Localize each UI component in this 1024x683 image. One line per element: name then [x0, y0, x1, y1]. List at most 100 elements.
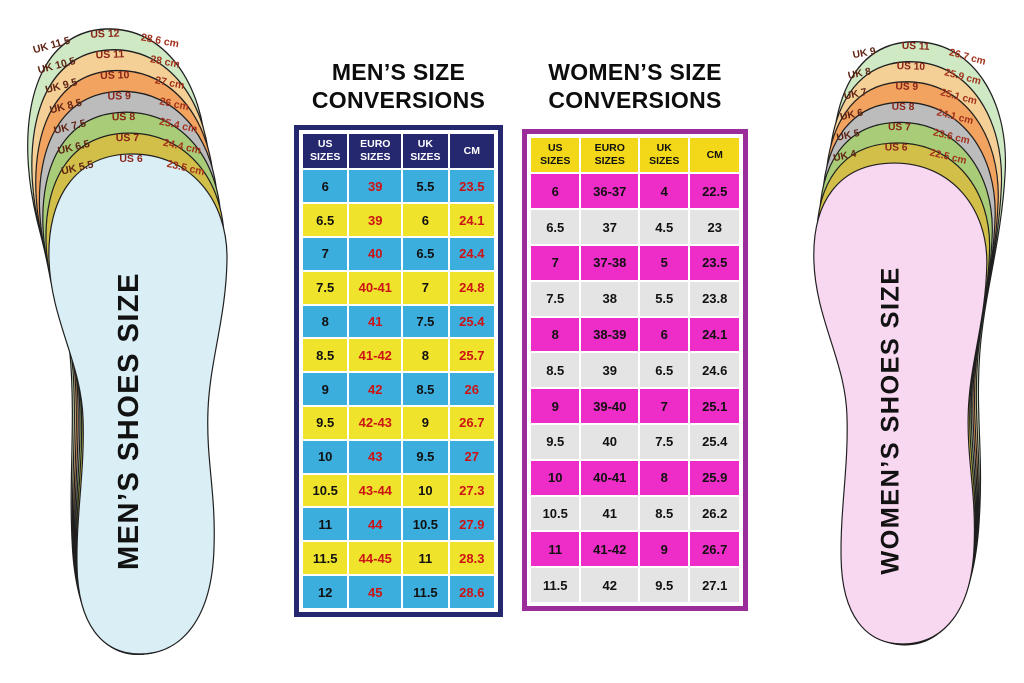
header-row: US SIZES EURO SIZES UK SIZES CM	[531, 138, 739, 173]
cm-size-label: 27 cm	[154, 74, 186, 92]
cm-cell: 24.8	[449, 271, 494, 304]
cm-header: CM	[690, 138, 739, 173]
uk-sizes-header: UK SIZES	[640, 138, 689, 173]
womens-title-line2: CONVERSIONS	[548, 87, 722, 114]
us-size-label: US 10	[100, 69, 130, 82]
us-size-cell: 9	[531, 389, 580, 424]
mens-shoes-size-label: MEN’S SHOES SIZE	[113, 272, 145, 570]
size-row: 10.5 43-44 10 27.3	[303, 474, 494, 507]
cm-cell: 25.7	[449, 339, 494, 372]
mens-conversion-table: US SIZES EURO SIZES UK SIZES CM 6 39 5.5…	[301, 132, 496, 611]
euro-size-cell: 43	[349, 440, 402, 473]
uk-size-cell: 5.5	[403, 170, 448, 203]
euro-size-cell: 39	[349, 204, 402, 236]
us-size-cell: 8.5	[303, 339, 348, 372]
uk-size-cell: 5	[640, 245, 689, 280]
us-size-cell: 9.5	[303, 407, 348, 439]
euro-size-cell: 38-39	[581, 317, 639, 352]
cm-cell: 24.4	[449, 237, 494, 270]
cm-cell: 27.1	[690, 568, 739, 603]
size-row: 10 43 9.5 27	[303, 440, 494, 473]
womens-conversions-section: WOMEN’S SIZE CONVERSIONS US SIZES EURO S…	[522, 58, 748, 612]
us-size-cell: 10	[303, 440, 348, 473]
us-size-cell: 8.5	[531, 353, 580, 388]
mens-table-frame: US SIZES EURO SIZES UK SIZES CM 6 39 5.5…	[294, 125, 503, 618]
size-row: 6.5 37 4.5 23	[531, 210, 739, 244]
us-size-cell: 8	[303, 305, 348, 338]
uk-size-cell: 8	[403, 339, 448, 372]
mens-title: MEN’S SIZE CONVERSIONS	[294, 58, 503, 114]
mens-insole-stack: UK 11.5 US 12 28.6 cm UK 10.5 US 11 28 c…	[27, 27, 228, 655]
size-row: 8 41 7.5 25.4	[303, 305, 494, 338]
us-sizes-header: US SIZES	[531, 138, 580, 173]
womens-title-line1: WOMEN’S SIZE	[548, 59, 722, 85]
uk-size-cell: 6.5	[403, 237, 448, 270]
euro-sizes-header: EURO SIZES	[581, 138, 639, 173]
uk-size-cell: 7.5	[640, 425, 689, 459]
euro-size-cell: 40-41	[349, 271, 402, 304]
womens-conversion-table: US SIZES EURO SIZES UK SIZES CM 6 36-37 …	[529, 136, 741, 605]
uk-size-label: UK 9	[852, 46, 877, 61]
size-row: 9 39-40 7 25.1	[531, 389, 739, 424]
cm-cell: 28.6	[449, 576, 494, 609]
size-row: 10 40-41 8 25.9	[531, 460, 739, 495]
us-size-cell: 6	[303, 170, 348, 203]
us-size-label: US 7	[116, 132, 140, 144]
size-row: 8.5 41-42 8 25.7	[303, 339, 494, 372]
euro-size-cell: 44-45	[349, 542, 402, 575]
size-row: 11.5 44-45 11 28.3	[303, 542, 494, 575]
size-row: 9.5 42-43 9 26.7	[303, 407, 494, 439]
mens-conversions-section: MEN’S SIZE CONVERSIONS US SIZES EURO SIZ…	[294, 58, 503, 618]
us-size-label: US 7	[888, 122, 911, 133]
header-row: US SIZES EURO SIZES UK SIZES CM	[303, 134, 494, 169]
euro-size-cell: 44	[349, 508, 402, 541]
womens-title: WOMEN’S SIZE CONVERSIONS	[522, 58, 748, 114]
cm-cell: 23.5	[449, 170, 494, 203]
uk-size-cell: 11.5	[403, 576, 448, 609]
cm-cell: 23	[690, 210, 739, 244]
uk-size-label: UK 4	[832, 149, 857, 165]
uk-size-label: UK 8	[847, 66, 872, 81]
us-size-cell: 12	[303, 576, 348, 609]
us-size-label: US 12	[90, 27, 120, 40]
size-row: 7.5 40-41 7 24.8	[303, 271, 494, 304]
size-row: 12 45 11.5 28.6	[303, 576, 494, 609]
us-size-cell: 6.5	[531, 210, 580, 244]
us-size-label: US 8	[892, 102, 915, 113]
euro-size-cell: 36-37	[581, 174, 639, 209]
euro-size-cell: 37	[581, 210, 639, 244]
cm-cell: 22.5	[690, 174, 739, 209]
us-size-cell: 8	[531, 317, 580, 352]
us-size-cell: 11.5	[531, 568, 580, 603]
euro-size-cell: 41	[581, 496, 639, 531]
cm-cell: 27.3	[449, 474, 494, 507]
euro-size-cell: 37-38	[581, 245, 639, 280]
uk-size-label: UK 6	[839, 107, 864, 123]
us-size-cell: 10.5	[303, 474, 348, 507]
size-row: 11 41-42 9 26.7	[531, 532, 739, 567]
us-size-cell: 7.5	[303, 271, 348, 304]
size-row: 8 38-39 6 24.1	[531, 317, 739, 352]
cm-cell: 26	[449, 373, 494, 406]
us-size-label: US 9	[107, 90, 131, 102]
uk-size-cell: 6	[403, 204, 448, 236]
size-row: 6.5 39 6 24.1	[303, 204, 494, 236]
euro-size-cell: 39	[581, 353, 639, 388]
womens-table-frame: US SIZES EURO SIZES UK SIZES CM 6 36-37 …	[522, 129, 748, 612]
uk-size-cell: 8.5	[640, 496, 689, 531]
uk-size-cell: 10	[403, 474, 448, 507]
size-row: 7 37-38 5 23.5	[531, 245, 739, 280]
uk-size-label: UK 5	[836, 128, 861, 144]
us-size-cell: 6	[531, 174, 580, 209]
uk-size-label: UK 7	[843, 87, 868, 102]
insole-front-sole: WOMEN’S SHOES SIZE	[813, 162, 988, 645]
euro-size-cell: 42	[349, 373, 402, 406]
cm-cell: 25.9	[690, 460, 739, 495]
euro-size-cell: 45	[349, 576, 402, 609]
us-size-cell: 7	[303, 237, 348, 270]
size-row: 7.5 38 5.5 23.8	[531, 281, 739, 316]
us-size-cell: 9	[303, 373, 348, 406]
us-size-label: US 6	[885, 142, 908, 153]
euro-size-cell: 40-41	[581, 460, 639, 495]
